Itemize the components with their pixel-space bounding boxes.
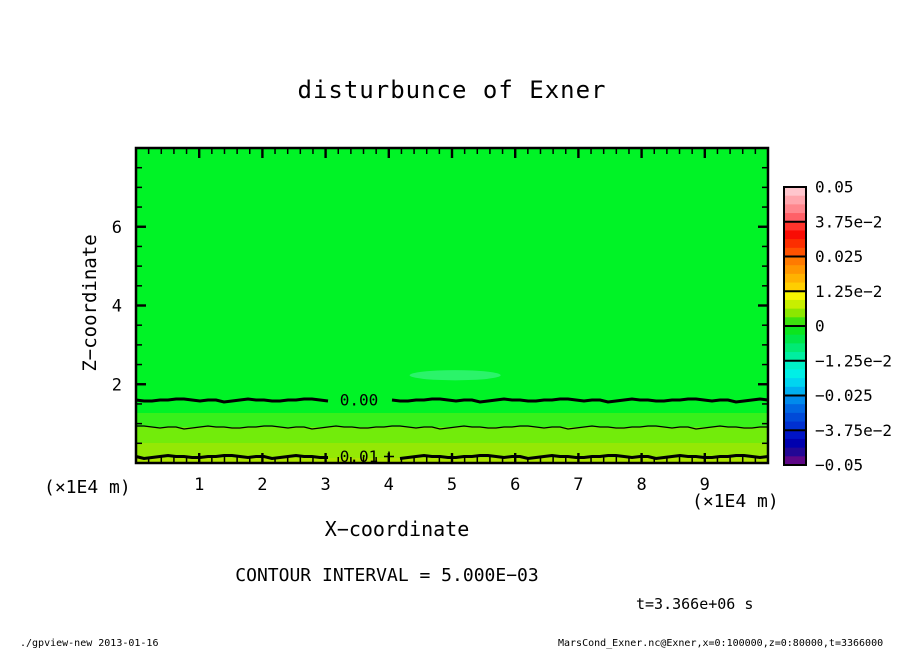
colorbar-label: 3.75e−2 [815,212,882,231]
colorbar-cell [784,334,806,344]
colorbar-cell [784,213,806,223]
y-axis-unit-label: (×1E4 m) [44,477,131,498]
y-axis-label: Z−coordinate [79,234,101,372]
colorbar-cell [784,386,806,397]
colorbar-cell [784,221,806,232]
contour-interval-label: CONTOUR INTERVAL = 5.000E−03 [235,565,539,586]
footer-command-text: ./gpview-new 2013-01-16 [20,638,159,649]
contour-label: 0.01 [340,447,379,466]
colorbar-label: −0.025 [815,386,873,405]
colorbar-cell [784,395,806,405]
colorbar-label: 0 [815,317,825,336]
colorbar-cell [784,187,806,197]
x-tick-label: 2 [257,475,267,495]
colorbar-cell [784,360,806,371]
colorbar-cell [784,412,806,423]
colorbar-cell [784,230,806,240]
colorbar-cell [784,404,806,414]
colorbar-label: −3.75e−2 [815,421,892,440]
y-tick-label: 6 [112,218,122,238]
contour-line [135,453,769,461]
y-tick-label: 2 [112,375,122,395]
footer-file-text: MarsCond_Exner.nc@Exner,x=0:100000,z=0:8… [558,638,884,649]
field-band [136,412,768,428]
contour-line [136,425,768,430]
field-band [136,148,768,414]
colorbar-cell [784,438,806,449]
colorbar-cell [784,369,806,379]
colorbar-cell [784,326,806,336]
x-tick-label: 1 [194,475,204,495]
colorbar-cell [784,256,806,266]
plot-frame [134,146,770,465]
colorbar-cell [784,282,806,292]
colorbar-label: 0.05 [815,178,854,197]
x-tick-label: 3 [320,475,330,495]
colorbar-cell [784,204,806,214]
colorbar-cell [784,456,806,466]
colorbar-label: 1.25e−2 [815,282,882,301]
colorbar-cell [784,378,806,388]
colorbar-cell [784,343,806,353]
colorbar-cell [784,317,806,327]
x-tick-label: 5 [447,475,457,495]
y-tick-label: 4 [112,297,122,317]
colorbar-cell [784,308,806,318]
colorbar-frame [783,186,807,466]
colorbar-label: −1.25e−2 [815,351,892,370]
colorbar-cell [784,291,806,301]
colorbar-cell [784,421,806,431]
colorbar-cell [784,247,806,258]
field-band [136,427,768,444]
contour-line [135,397,769,404]
colorbar-cell [784,239,806,249]
anomaly-patch [409,370,501,381]
x-axis-unit-label: (×1E4 m) [692,491,779,512]
colorbar-cell [784,299,806,310]
colorbar-cell [784,195,806,205]
x-tick-label: 9 [700,475,710,495]
colorbar-cell [784,352,806,362]
colorbar-cell [784,430,806,440]
colorbar-cell [784,447,806,457]
colorbar-cell [784,265,806,275]
chart-title: disturbunce of Exner [297,76,607,104]
x-tick-label: 8 [636,475,646,495]
colorbar-cell [784,273,806,284]
x-tick-label: 4 [384,475,394,495]
time-label: t=3.366e+06 s [636,595,754,613]
x-tick-label: 7 [573,475,583,495]
x-axis-label: X−coordinate [324,517,470,541]
contour-label: 0.00 [340,391,379,410]
colorbar-label: −0.05 [815,456,863,475]
x-tick-label: 6 [510,475,520,495]
colorbar-label: 0.025 [815,247,863,266]
